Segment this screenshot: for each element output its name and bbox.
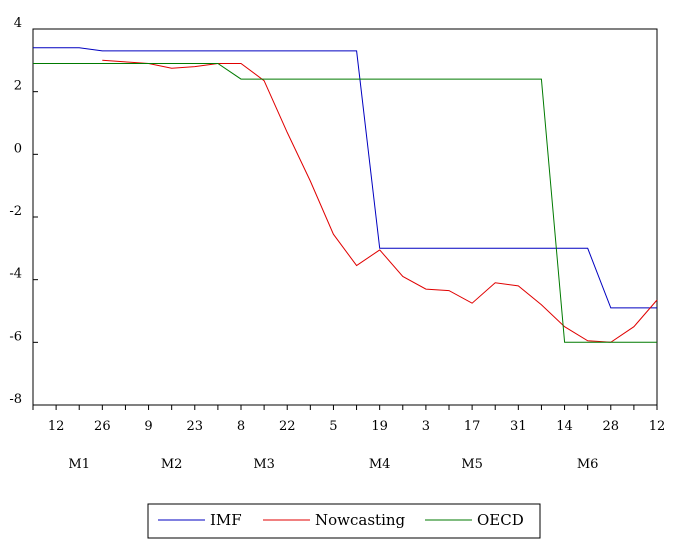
- series-line-nowcasting: [102, 59, 658, 343]
- series-lines: [33, 47, 658, 343]
- month-label: M1: [68, 457, 90, 472]
- month-label: M5: [461, 457, 483, 472]
- x-tick-label: 8: [237, 419, 245, 434]
- x-tick-label: 22: [279, 419, 296, 434]
- y-axis: 4 2 0 -2 -4 -6 -8: [9, 16, 38, 407]
- y-tick-label: 4: [14, 16, 22, 31]
- legend-label-nowcasting: Nowcasting: [315, 511, 406, 529]
- month-labels: M1 M2 M3 M4 M5 M6: [68, 457, 598, 472]
- x-tick-label: 26: [94, 419, 111, 434]
- month-label: M3: [253, 457, 275, 472]
- x-tick-label: 12: [48, 419, 65, 434]
- x-axis: 12 26 9 23 8 22 5 19 3 17 31 14 28 12: [32, 405, 666, 434]
- y-tick-label: 0: [14, 141, 22, 156]
- y-tick-label: -2: [9, 204, 22, 219]
- y-tick-label: -6: [9, 329, 22, 344]
- x-tick-label: 14: [556, 419, 573, 434]
- plot-frame: [32, 28, 658, 406]
- x-tick-label: 12: [649, 419, 666, 434]
- legend-label-imf: IMF: [210, 511, 242, 529]
- x-tick-label: 9: [144, 419, 152, 434]
- x-tick-label: 28: [603, 419, 620, 434]
- x-tick-label: 5: [329, 419, 337, 434]
- y-tick-label: 2: [14, 79, 22, 94]
- y-tick-label: -8: [9, 392, 22, 407]
- month-label: M4: [369, 457, 391, 472]
- x-tick-label: 23: [187, 419, 204, 434]
- month-label: M6: [577, 457, 599, 472]
- month-label: M2: [161, 457, 183, 472]
- series-line-oecd: [33, 63, 657, 343]
- series-line-imf: [33, 47, 657, 309]
- x-tick-label: 31: [510, 419, 527, 434]
- x-tick-label: 19: [371, 419, 388, 434]
- legend: IMF Nowcasting OECD: [147, 503, 541, 539]
- legend-box: [147, 503, 541, 539]
- legend-label-oecd: OECD: [477, 511, 524, 529]
- y-tick-label: -4: [9, 267, 22, 282]
- x-tick-label: 3: [422, 419, 430, 434]
- x-tick-label: 17: [464, 419, 481, 434]
